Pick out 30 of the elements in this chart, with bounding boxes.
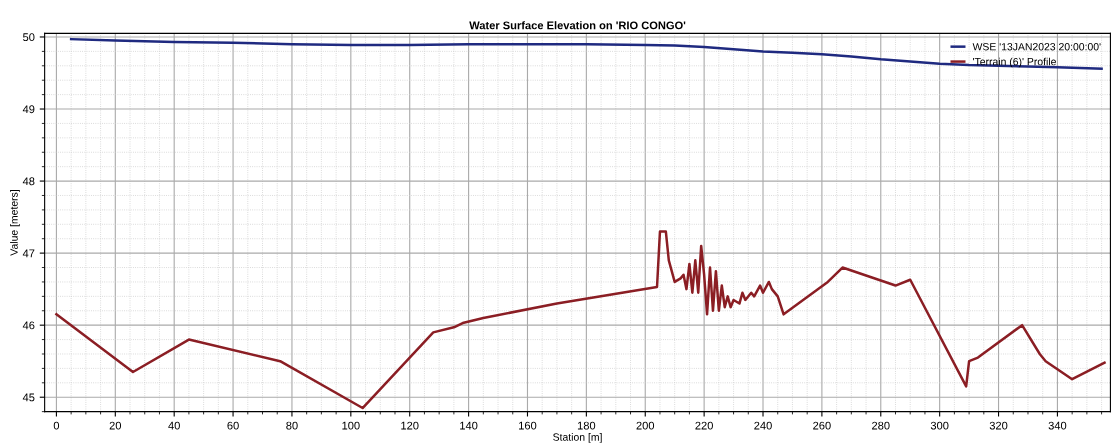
x-tick-label: 80 <box>286 421 298 430</box>
x-tick-label: 300 <box>930 421 949 430</box>
x-tick-label: 200 <box>636 421 655 430</box>
x-tick-label: 0 <box>53 421 60 430</box>
x-tick-label: 320 <box>989 421 1008 430</box>
y-tick-label: 50 <box>23 33 35 42</box>
x-tick-label: 40 <box>168 421 180 430</box>
x-tick-label: 20 <box>109 421 122 430</box>
x-tick-label: 180 <box>577 421 596 430</box>
x-tick-label: 160 <box>519 421 537 430</box>
y-tick-label: 46 <box>22 321 35 330</box>
x-tick-label: 280 <box>872 421 890 430</box>
line-series <box>55 230 1106 410</box>
x-tick-label: 260 <box>813 421 831 430</box>
legend-label: WSE '13JAN2023 20:00:00' <box>972 43 1101 51</box>
chart-title: Water Surface Elevation on 'RIO CONGO' <box>469 21 686 30</box>
x-tick-label: 140 <box>460 421 478 430</box>
y-tick-label: 45 <box>22 393 35 402</box>
x-tick-label: 220 <box>695 421 713 430</box>
line-series <box>69 37 1103 70</box>
x-tick-label: 60 <box>227 421 239 430</box>
x-tick-label: 100 <box>342 421 360 430</box>
y-tick-label: 48 <box>22 177 35 186</box>
x-tick-label: 240 <box>754 421 772 430</box>
y-tick-label: 49 <box>22 105 35 114</box>
x-tick-label: 340 <box>1048 421 1067 430</box>
x-axis-title: Station [m] <box>553 433 602 443</box>
x-tick-label: 120 <box>401 421 419 430</box>
y-tick-label: 47 <box>22 249 35 258</box>
y-axis-title: Value [meters] <box>10 190 20 256</box>
